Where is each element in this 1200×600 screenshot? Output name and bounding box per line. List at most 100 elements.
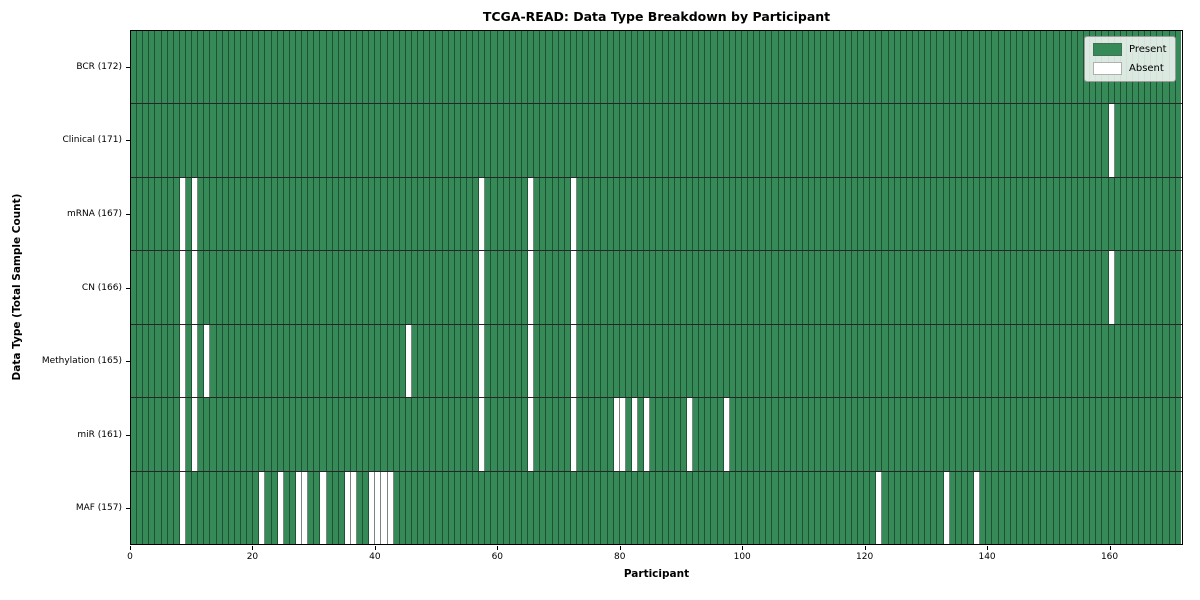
present-cell: [381, 398, 388, 471]
present-cell: [851, 31, 859, 104]
present-cell: [717, 398, 724, 471]
present-cell: [247, 251, 254, 324]
present-cell: [442, 324, 449, 398]
present-cell: [833, 177, 840, 251]
present-cell: [369, 31, 376, 104]
present-cell: [607, 31, 614, 104]
present-cell: [228, 398, 235, 471]
legend-label-absent: Absent: [1129, 63, 1164, 74]
present-cell: [711, 104, 718, 177]
present-cell: [656, 324, 663, 398]
present-cell: [870, 398, 877, 471]
present-cell: [925, 104, 932, 177]
present-cell: [185, 471, 193, 544]
absent-cell: [528, 324, 535, 398]
present-cell: [760, 104, 767, 177]
present-cell: [338, 104, 345, 177]
present-cell: [888, 398, 895, 471]
present-cell: [564, 177, 571, 251]
present-cell: [900, 251, 907, 324]
present-cell: [998, 324, 1005, 398]
present-cell: [399, 104, 406, 177]
present-cell: [534, 177, 541, 251]
present-cell: [607, 324, 614, 398]
present-cell: [240, 177, 248, 251]
present-cell: [308, 31, 315, 104]
x-tick-mark: [864, 546, 866, 550]
present-cell: [485, 471, 492, 544]
present-cell: [1035, 177, 1042, 251]
absent-cell: [479, 251, 486, 324]
present-cell: [589, 177, 596, 251]
present-cell: [149, 398, 156, 471]
present-cell: [1163, 251, 1170, 324]
present-cell: [552, 398, 559, 471]
present-cell: [1035, 471, 1042, 544]
present-cell: [693, 324, 700, 398]
present-cell: [357, 31, 364, 104]
present-cell: [204, 471, 211, 544]
present-cell: [686, 104, 694, 177]
present-cell: [198, 398, 205, 471]
present-cell: [491, 471, 498, 544]
present-cell: [882, 471, 889, 544]
present-cell: [986, 177, 993, 251]
present-cell: [870, 324, 877, 398]
present-cell: [491, 104, 498, 177]
absent-cell: [277, 471, 284, 544]
present-cell: [173, 324, 180, 398]
present-cell: [155, 398, 162, 471]
present-cell: [1114, 324, 1121, 398]
absent-cell: [570, 398, 577, 471]
present-cell: [784, 398, 791, 471]
present-cell: [375, 31, 382, 104]
present-cell: [949, 398, 956, 471]
present-cell: [1102, 471, 1109, 544]
present-cell: [167, 104, 174, 177]
absent-cell: [479, 324, 486, 398]
present-cell: [534, 251, 541, 324]
present-cell: [668, 324, 675, 398]
present-cell: [650, 177, 657, 251]
present-cell: [589, 324, 596, 398]
present-cell: [650, 104, 657, 177]
present-cell: [503, 398, 510, 471]
present-cell: [888, 471, 895, 544]
present-cell: [1010, 31, 1017, 104]
present-cell: [375, 177, 382, 251]
absent-cell: [974, 471, 981, 544]
present-cell: [961, 251, 968, 324]
present-cell: [1047, 177, 1054, 251]
present-cell: [1035, 31, 1042, 104]
present-cell: [638, 471, 645, 544]
absent-cell: [179, 471, 186, 544]
present-cell: [405, 177, 413, 251]
present-cell: [1035, 251, 1042, 324]
y-tick-label: miR (161): [77, 429, 122, 440]
present-cell: [1102, 104, 1109, 177]
present-cell: [625, 398, 632, 471]
present-cell: [271, 31, 278, 104]
present-cell: [1053, 471, 1060, 544]
present-cell: [430, 177, 437, 251]
absent-cell: [631, 398, 639, 471]
present-cell: [638, 398, 645, 471]
present-cell: [173, 398, 180, 471]
present-cell: [790, 398, 797, 471]
present-cell: [473, 398, 480, 471]
present-cell: [528, 471, 535, 544]
present-cell: [638, 104, 645, 177]
present-cell: [552, 104, 559, 177]
present-cell: [693, 398, 700, 471]
present-cell: [821, 177, 828, 251]
heatmap-row: [131, 31, 1182, 105]
present-cell: [913, 398, 920, 471]
present-cell: [1016, 398, 1023, 471]
present-cell: [1139, 104, 1146, 177]
present-cell: [1047, 471, 1054, 544]
present-cell: [320, 177, 327, 251]
present-cell: [906, 398, 913, 471]
present-cell: [894, 177, 901, 251]
absent-cell: [375, 471, 382, 544]
present-cell: [430, 251, 437, 324]
